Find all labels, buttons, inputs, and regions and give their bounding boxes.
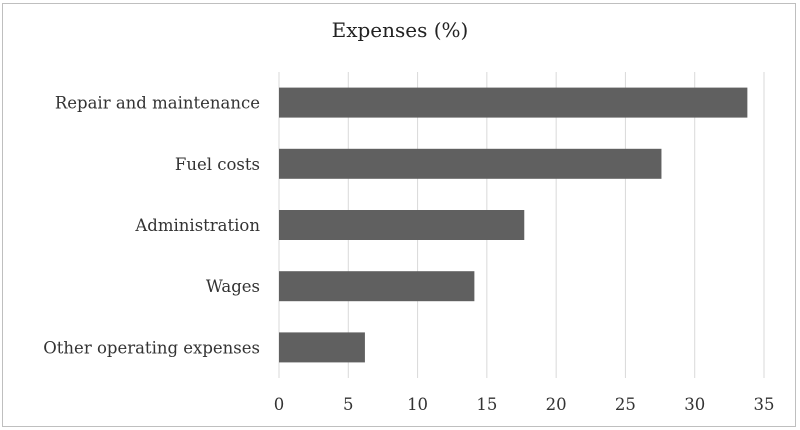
bar <box>279 148 662 179</box>
category-label: Fuel costs <box>175 155 260 174</box>
x-tick-label: 15 <box>476 395 497 414</box>
category-label: Administration <box>134 216 260 235</box>
x-tick-labels: 0 5 10 15 20 25 30 35 <box>274 395 775 414</box>
x-tick-label: 0 <box>274 395 285 414</box>
bar <box>279 271 475 302</box>
category-label: Wages <box>206 277 260 296</box>
x-tick-label: 5 <box>343 395 354 414</box>
x-tick-label: 35 <box>754 395 775 414</box>
x-tick-label: 30 <box>684 395 705 414</box>
x-tick-label: 20 <box>546 395 567 414</box>
x-tick-label: 10 <box>407 395 428 414</box>
category-label: Repair and maintenance <box>55 94 260 113</box>
chart-title: Expenses (%) <box>331 18 469 42</box>
category-labels: Repair and maintenance Fuel costs Administ… <box>43 94 260 358</box>
bar <box>279 332 365 363</box>
bar <box>279 87 748 118</box>
x-tick-label: 25 <box>615 395 636 414</box>
bars <box>279 87 748 363</box>
bar <box>279 210 525 240</box>
category-label: Other operating expenses <box>43 338 260 357</box>
